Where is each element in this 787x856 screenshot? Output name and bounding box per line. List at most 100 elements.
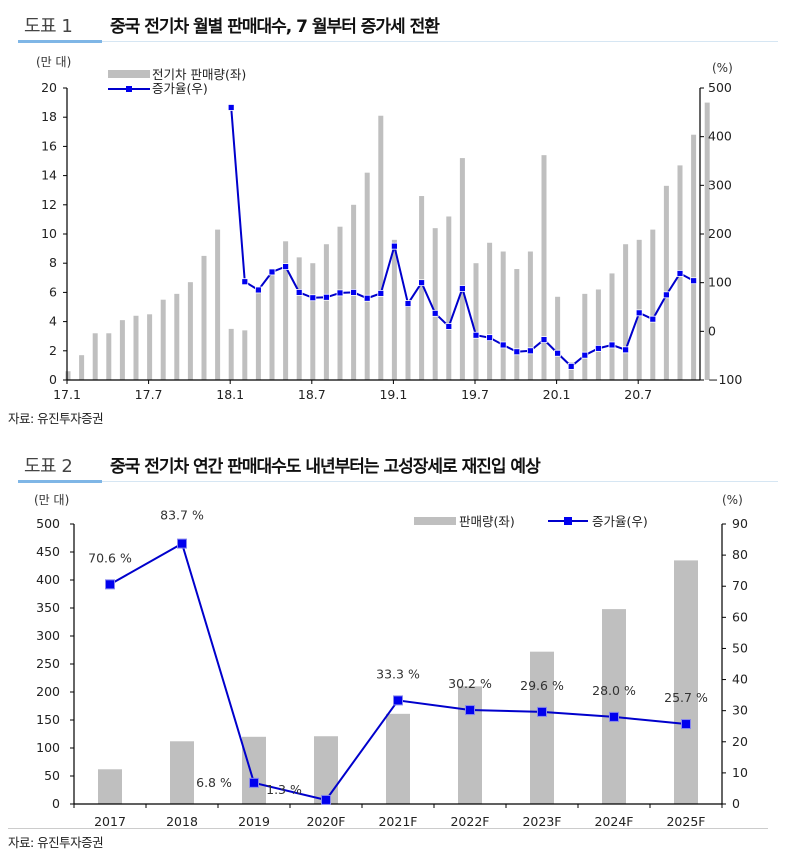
growth-point-18.5	[282, 263, 290, 271]
left-tick-label: 14	[41, 168, 57, 183]
left-tick-label: 350	[36, 600, 60, 615]
chart-1-monthly-sales: (만 대) (%) 0 2 4 6 8 10 12 14 16 18 20 −100 0 100 200 300 4…	[36, 55, 742, 402]
growth-data-label: 83.7 %	[160, 508, 204, 523]
bar-18.4	[269, 273, 275, 380]
bar-18.7	[310, 263, 316, 380]
growth-point-18.11	[363, 294, 371, 302]
figure-1-header: 도표 1 중국 전기차 월별 판매대수, 7 월부터 증가세 전환	[18, 8, 778, 43]
bar-18.5	[283, 241, 289, 380]
right-tick-label: 20	[732, 734, 748, 749]
bar-20.1	[555, 296, 561, 380]
left-tick-label: 150	[36, 712, 60, 727]
bar-2020F	[314, 736, 338, 804]
growth-point-18.8	[322, 293, 330, 301]
right-tick-label: 10	[732, 765, 748, 780]
legend-line-label: 증가율(우)	[152, 81, 208, 96]
left-tick-label: 450	[36, 544, 60, 559]
bar-20.4	[595, 289, 601, 380]
growth-point-2025F	[681, 719, 691, 730]
left-tick-label: 500	[36, 516, 60, 531]
bar-17.5	[119, 320, 125, 380]
bar-17.7	[147, 314, 153, 380]
figure-1-accent-rule	[18, 40, 102, 43]
left-tick-label: 16	[41, 138, 57, 153]
growth-point-2021F	[393, 695, 403, 706]
bar-2018	[170, 741, 194, 804]
bar-18.3	[255, 292, 261, 380]
growth-point-20.10	[676, 270, 684, 277]
bar-19.12	[541, 155, 547, 380]
figure-2-divider	[102, 481, 778, 482]
figure-1-source: 자료: 유진투자증권	[8, 411, 104, 426]
bar-2024F	[602, 609, 626, 804]
growth-point-19.10	[513, 348, 521, 356]
left-tick-label: 250	[36, 656, 60, 671]
bar-19.5	[446, 216, 452, 380]
bar-19.2	[405, 302, 411, 380]
left-tick-label: 6	[49, 284, 57, 299]
growth-data-label: 33.3 %	[376, 666, 420, 681]
growth-point-18.9	[336, 289, 344, 297]
growth-point-20.9	[663, 291, 670, 299]
bar-2019	[242, 736, 266, 804]
bar-20.3	[582, 293, 588, 380]
growth-data-label: 28.0 %	[592, 683, 636, 698]
left-tick-label: 400	[36, 572, 60, 587]
legend-bar-swatch	[108, 70, 150, 78]
left-tick-label: 12	[41, 197, 57, 212]
growth-point-18.1	[227, 104, 235, 111]
bar-17.8	[160, 299, 166, 380]
bar-20.8	[650, 229, 656, 380]
figure-2-title: 중국 전기차 연간 판매대수도 내년부터는 고성장세로 재진입 예상	[110, 457, 541, 477]
bar-19.8	[487, 242, 493, 380]
growth-point-18.12	[377, 289, 385, 297]
bar-2021F	[386, 713, 410, 804]
figure-2-accent-rule	[18, 480, 102, 483]
left-tick-label: 300	[36, 628, 60, 643]
bar-19.11	[527, 251, 533, 380]
bar-18.6	[296, 257, 302, 380]
right-tick-label: 30	[732, 703, 748, 718]
right-tick-label: 80	[732, 547, 748, 562]
right-tick-label: 90	[732, 516, 748, 531]
x-tick-label: 2025F	[666, 814, 705, 826]
legend-bar-swatch	[414, 517, 456, 525]
right-tick-label: 70	[732, 578, 748, 593]
bar-19.4	[432, 228, 438, 380]
left-axis-unit: (만 대)	[36, 55, 71, 69]
growth-point-19.4	[431, 309, 439, 317]
bar-2022F	[458, 686, 482, 804]
growth-point-19.11	[527, 347, 534, 355]
growth-point-19.6	[458, 285, 466, 292]
growth-point-20.3	[581, 351, 589, 359]
growth-point-18.6	[295, 288, 303, 296]
growth-point-2018	[177, 538, 187, 549]
left-axis-unit: (만 대)	[34, 493, 69, 507]
left-tick-label: 0	[52, 796, 60, 811]
x-tick-label: 18.7	[298, 387, 326, 402]
x-tick-label: 2018	[166, 814, 198, 826]
left-tick-label: 100	[36, 740, 60, 755]
bar-18.1	[228, 328, 234, 380]
growth-point-19.9	[499, 341, 507, 349]
growth-point-20.7	[635, 309, 643, 317]
left-tick-label: 18	[41, 109, 57, 124]
growth-data-label: 30.2 %	[448, 676, 492, 691]
x-tick-label: 2019	[238, 814, 270, 826]
growth-point-19.1	[390, 242, 398, 250]
bar-17.11	[201, 255, 207, 380]
bar-17.9	[174, 293, 180, 380]
growth-point-20.4	[595, 344, 602, 352]
x-tick-label: 2023F	[522, 814, 561, 826]
growth-data-label: 1.3 %	[266, 782, 302, 797]
bar-17.2	[79, 355, 85, 380]
bar-17.12	[215, 229, 221, 380]
right-tick-label: 60	[732, 609, 748, 624]
bar-20.6	[623, 244, 629, 380]
figure-1-number: 도표 1	[24, 16, 73, 37]
bar-19.10	[514, 269, 520, 380]
bar-2025F	[674, 560, 698, 804]
growth-point-19.3	[418, 279, 426, 287]
chart-2-annual-sales: (만 대) (%) 0 50 100 150 200 250 300 350 400 450 500 0 1…	[34, 493, 748, 826]
growth-point-18.3	[254, 286, 262, 294]
